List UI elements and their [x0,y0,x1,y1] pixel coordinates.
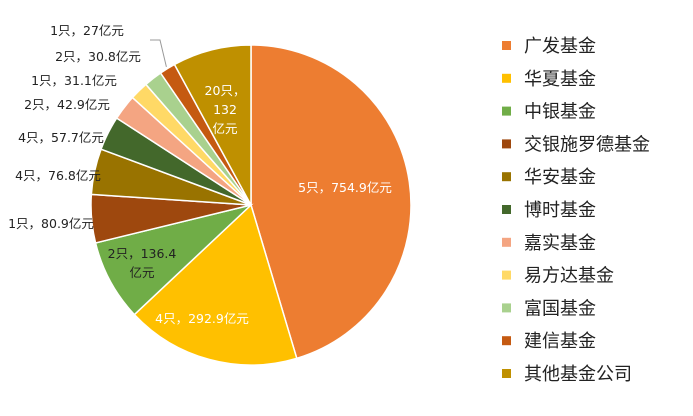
legend-label: 易方达基金 [524,266,614,287]
slice-label-2: 4只，292.9亿元 [155,311,249,326]
slice-label-1: 5只，754.9亿元 [298,180,392,195]
legend-label: 嘉实基金 [524,233,596,254]
slice-label-10: 1只，27亿元 [50,23,124,38]
slice-label-11: 20只， 132 亿元 [205,83,246,136]
legend-label: 华安基金 [524,167,596,188]
legend: 广发基金华夏基金中银基金交银施罗德基金华安基金博时基金嘉实基金易方达基金富国基金… [502,36,650,385]
legend-item-9: 富国基金 [502,298,596,319]
pie-slice-1 [250,44,412,360]
legend-item-7: 嘉实基金 [502,233,596,254]
legend-swatch [502,106,511,116]
leader-line [150,39,167,68]
slice-label-4: 1只，80.9亿元 [8,216,94,231]
legend-swatch [502,172,511,182]
legend-swatch [502,369,511,378]
pie-slice-11 [173,44,252,206]
legend-item-2: 华夏基金 [502,69,596,90]
legend-swatch [502,270,511,280]
legend-item-8: 易方达基金 [502,266,614,287]
legend-item-3: 中银基金 [502,102,596,123]
legend-swatch [502,336,511,346]
legend-swatch [502,205,511,214]
slice-label-8: 1只，31.1亿元 [31,73,117,88]
slice-label-3: 2只，136.4 亿元 [108,246,177,280]
legend-label: 中银基金 [524,102,596,123]
slice-label-7: 2只，42.9亿元 [24,97,110,112]
slice-label-9: 2只，30.8亿元 [55,49,141,64]
pie-slice-2 [133,203,298,366]
legend-item-1: 广发基金 [502,36,596,57]
legend-label: 富国基金 [524,298,596,319]
pie-slices [90,44,412,366]
legend-label: 博时基金 [524,200,596,221]
legend-label: 建信基金 [524,331,596,352]
legend-swatch [502,73,511,83]
legend-item-4: 交银施罗德基金 [502,134,650,155]
legend-item-11: 其他基金公司 [502,364,632,385]
legend-swatch [502,237,511,247]
slice-label-5: 4只，76.8亿元 [15,168,101,183]
legend-swatch [502,139,511,149]
legend-item-5: 华安基金 [502,167,596,188]
legend-label: 广发基金 [524,36,596,57]
slice-labels: 5只，754.9亿元 4只，292.9亿元 2只，136.4 亿元 1只，80.9亿元 4… [8,23,392,326]
legend-swatch [502,303,511,313]
legend-label: 华夏基金 [524,69,596,90]
legend-swatch [502,41,511,50]
legend-item-6: 博时基金 [502,200,596,221]
legend-item-10: 建信基金 [502,331,596,352]
slice-label-6: 4只，57.7亿元 [18,130,104,145]
legend-label: 其他基金公司 [524,364,632,385]
legend-label: 交银施罗德基金 [524,134,650,155]
